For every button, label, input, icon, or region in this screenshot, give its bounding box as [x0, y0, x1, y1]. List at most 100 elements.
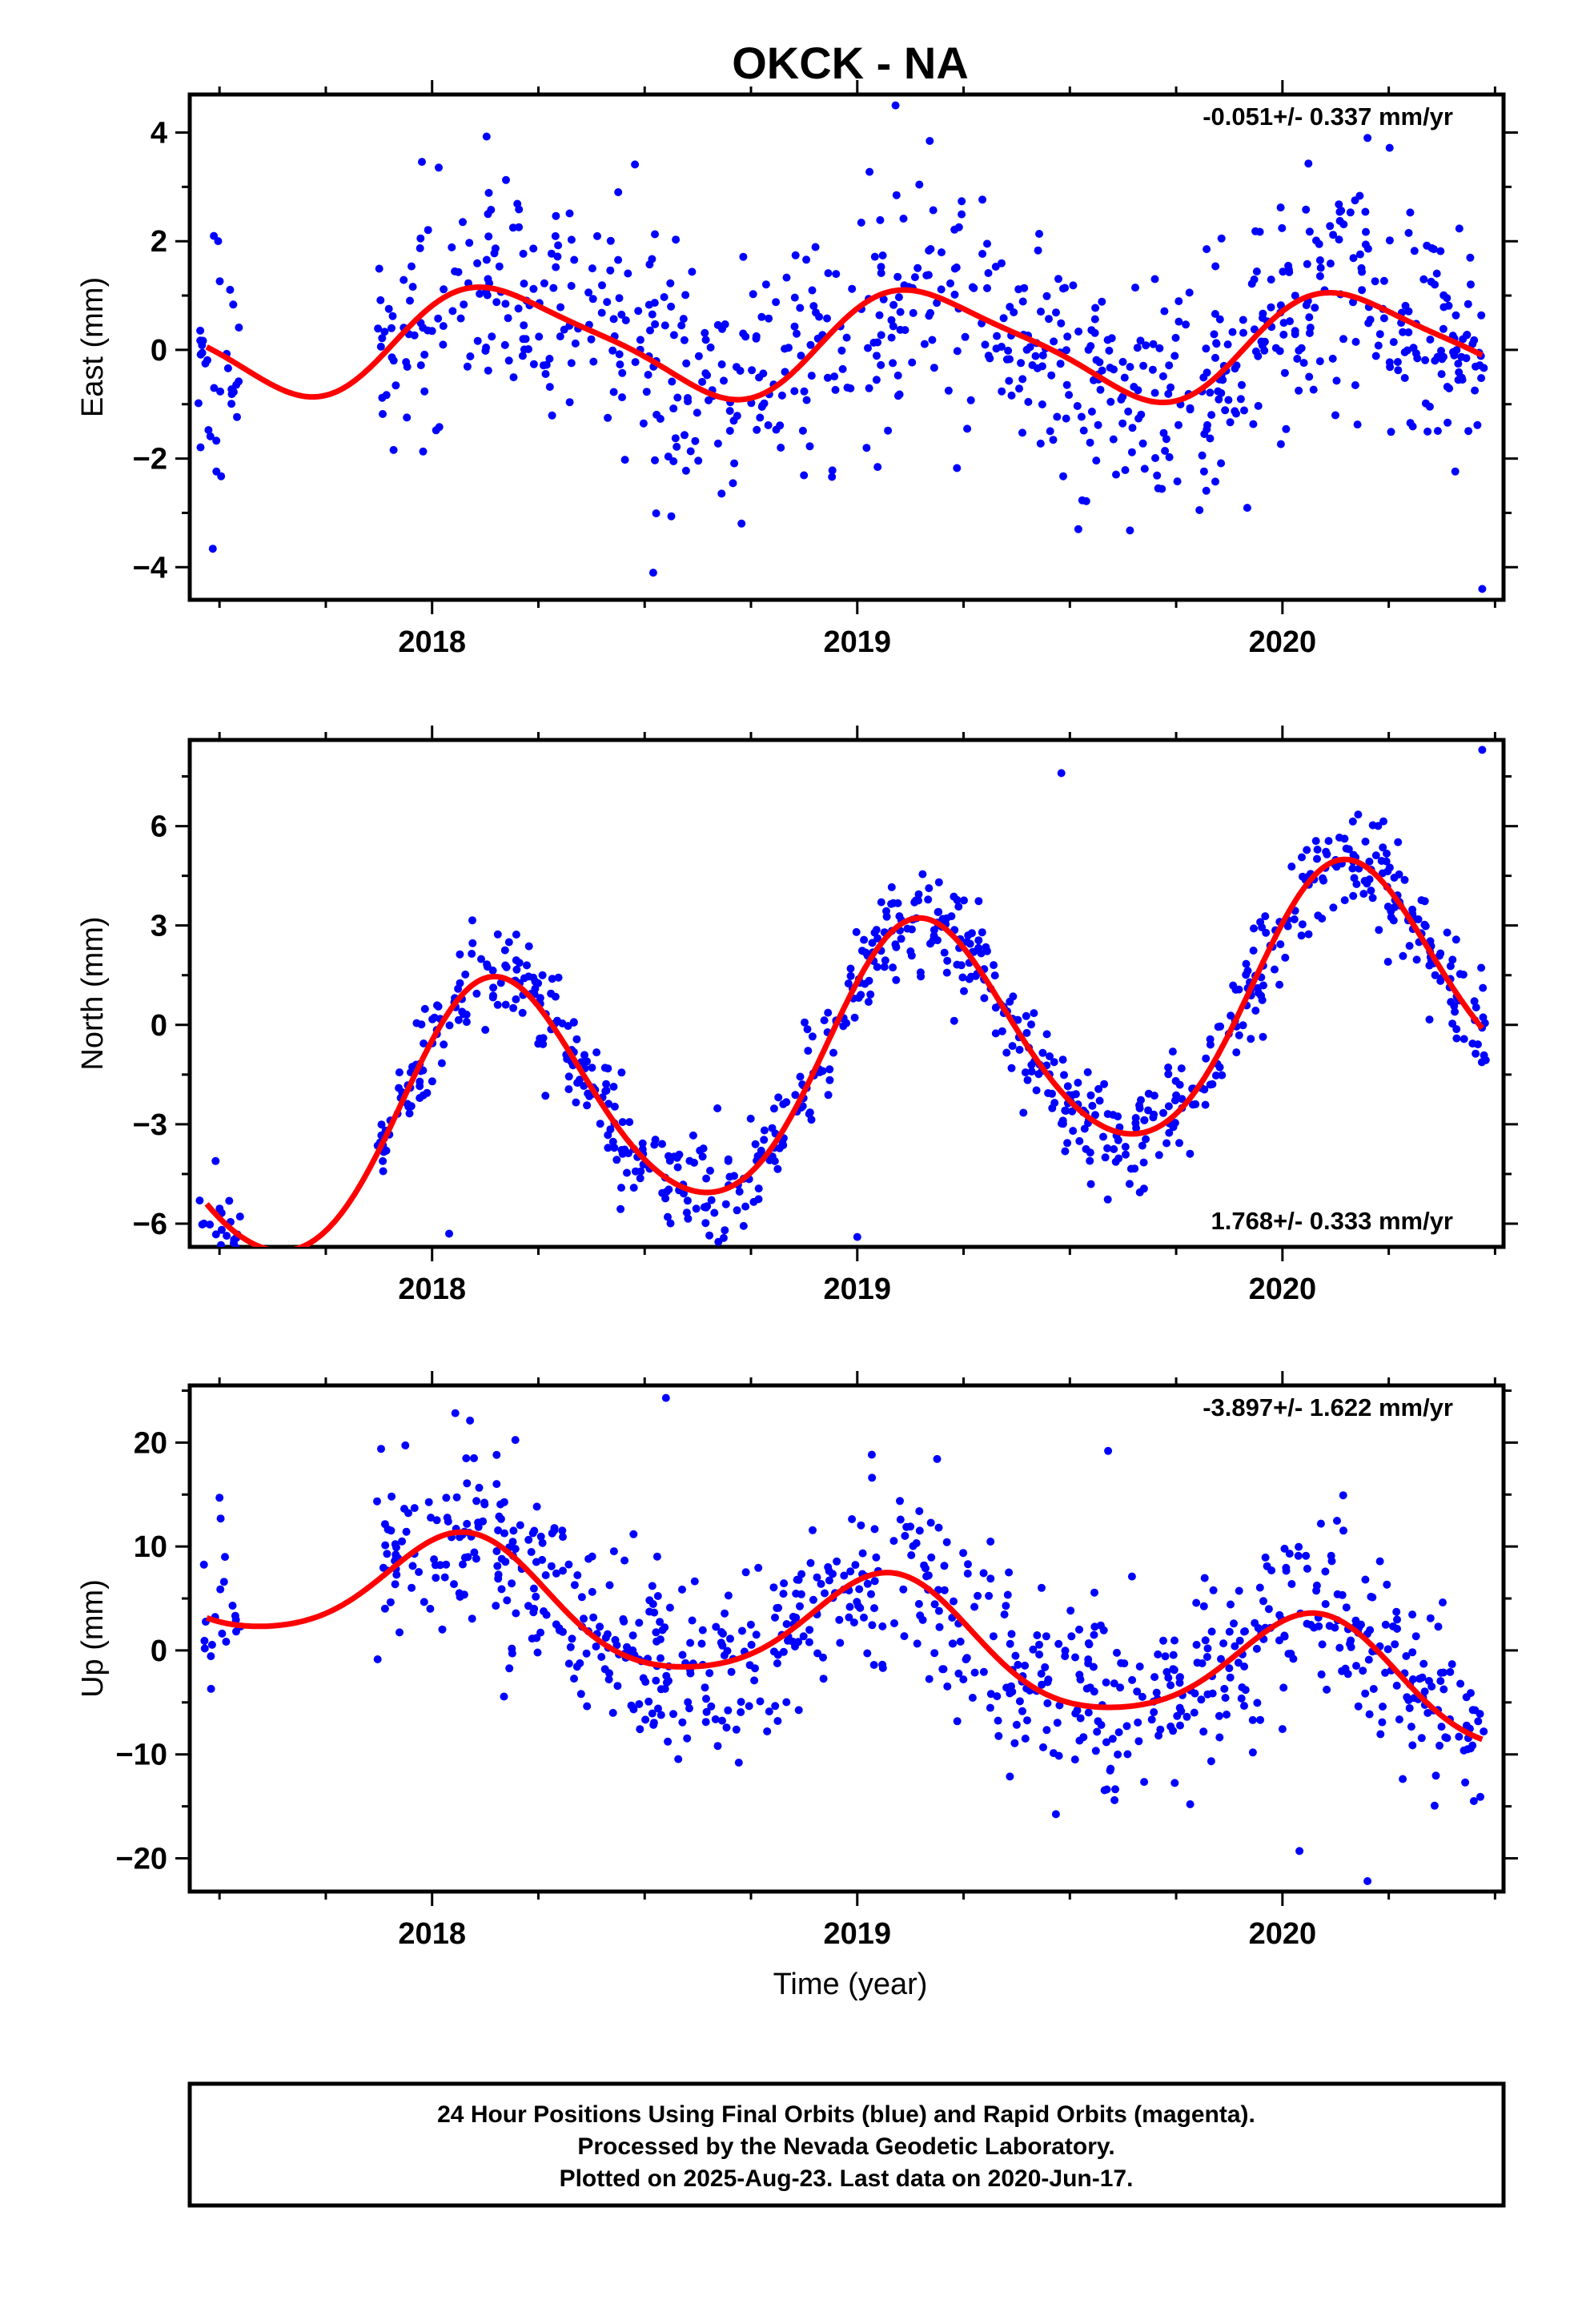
data-point: [779, 1590, 788, 1598]
data-point: [802, 255, 811, 264]
data-point: [1090, 1622, 1099, 1631]
data-point: [1091, 304, 1100, 312]
data-point: [1215, 395, 1223, 404]
data-point: [681, 291, 690, 300]
data-point: [794, 1706, 803, 1715]
data-point: [524, 942, 533, 951]
data-point: [1211, 353, 1219, 362]
data-point: [1024, 397, 1033, 406]
data-point: [754, 1184, 763, 1193]
up-y-axis-label: Up (mm): [76, 1579, 110, 1698]
data-point: [1010, 308, 1018, 316]
data-point: [198, 348, 207, 357]
data-point: [1201, 1636, 1210, 1645]
data-point: [863, 1649, 872, 1658]
data-point: [437, 1059, 446, 1068]
data-point: [198, 1220, 207, 1228]
data-point: [1033, 364, 1042, 372]
data-point: [1198, 451, 1207, 460]
data-point: [1299, 359, 1308, 368]
data-point: [1477, 311, 1486, 320]
data-point: [666, 279, 675, 287]
data-point: [509, 1526, 518, 1535]
data-point: [799, 1632, 808, 1641]
data-point: [1203, 245, 1211, 254]
data-point: [656, 1618, 665, 1626]
data-point: [1014, 1660, 1022, 1669]
data-point: [505, 1664, 514, 1673]
data-point: [857, 991, 865, 999]
data-point: [1464, 427, 1473, 436]
data-point: [398, 1537, 407, 1546]
data-point: [1020, 283, 1029, 292]
data-point: [1333, 1517, 1341, 1525]
data-point: [1225, 1664, 1234, 1673]
data-point: [1445, 384, 1454, 392]
data-point: [876, 215, 885, 224]
data-point: [926, 137, 934, 145]
data-point: [1282, 1566, 1291, 1575]
data-point: [416, 361, 425, 370]
data-point: [1238, 380, 1246, 389]
data-point: [734, 1759, 743, 1767]
data-point: [701, 1219, 710, 1228]
data-point: [215, 1494, 224, 1502]
data-point: [620, 456, 629, 464]
data-point: [584, 1089, 592, 1098]
data-point: [800, 387, 809, 396]
data-point: [1285, 1550, 1294, 1558]
data-point: [819, 1675, 828, 1683]
data-point: [1201, 1100, 1210, 1109]
data-point: [652, 1676, 661, 1685]
data-point: [1239, 316, 1247, 324]
data-point: [1468, 1039, 1477, 1048]
data-point: [1375, 1557, 1384, 1566]
data-point: [809, 1595, 817, 1604]
data-point: [432, 1574, 440, 1582]
data-point: [1083, 1068, 1092, 1076]
data-point: [492, 1480, 501, 1489]
data-point: [1387, 913, 1395, 922]
data-point: [556, 332, 564, 341]
data-point: [408, 283, 417, 292]
data-point: [500, 1692, 508, 1701]
data-point: [1392, 1607, 1401, 1616]
data-point: [1086, 1148, 1094, 1157]
data-point: [1306, 324, 1315, 332]
data-point: [1242, 971, 1251, 979]
data-point: [1361, 207, 1370, 216]
east-fit-curve: [205, 284, 1484, 405]
data-point: [1349, 891, 1358, 900]
data-point: [1235, 1586, 1243, 1595]
data-point: [1202, 1054, 1211, 1063]
data-point: [596, 1120, 604, 1128]
data-point: [878, 1622, 887, 1630]
data-point: [547, 1562, 556, 1570]
data-point: [538, 1538, 547, 1547]
data-point: [639, 419, 648, 428]
data-point: [435, 163, 443, 172]
data-point: [718, 324, 726, 333]
data-point: [1086, 1091, 1095, 1100]
data-point: [1071, 1653, 1079, 1662]
data-point: [1165, 361, 1174, 370]
data-point: [1399, 1775, 1407, 1783]
data-point: [636, 1174, 644, 1183]
data-point: [389, 356, 398, 365]
data-point: [420, 387, 429, 396]
data-point: [1074, 1079, 1082, 1087]
data-point: [1105, 346, 1114, 355]
data-point: [1090, 1630, 1098, 1639]
data-point: [948, 1639, 957, 1648]
data-point: [529, 360, 538, 368]
data-point: [725, 427, 734, 435]
data-point: [1007, 1063, 1016, 1072]
data-point: [1289, 1655, 1298, 1663]
data-point: [658, 1626, 667, 1634]
data-point: [1239, 328, 1247, 337]
data-point: [872, 376, 881, 384]
data-point: [1420, 897, 1429, 906]
data-point: [1037, 308, 1045, 316]
data-point: [961, 332, 970, 341]
data-point: [489, 983, 498, 992]
